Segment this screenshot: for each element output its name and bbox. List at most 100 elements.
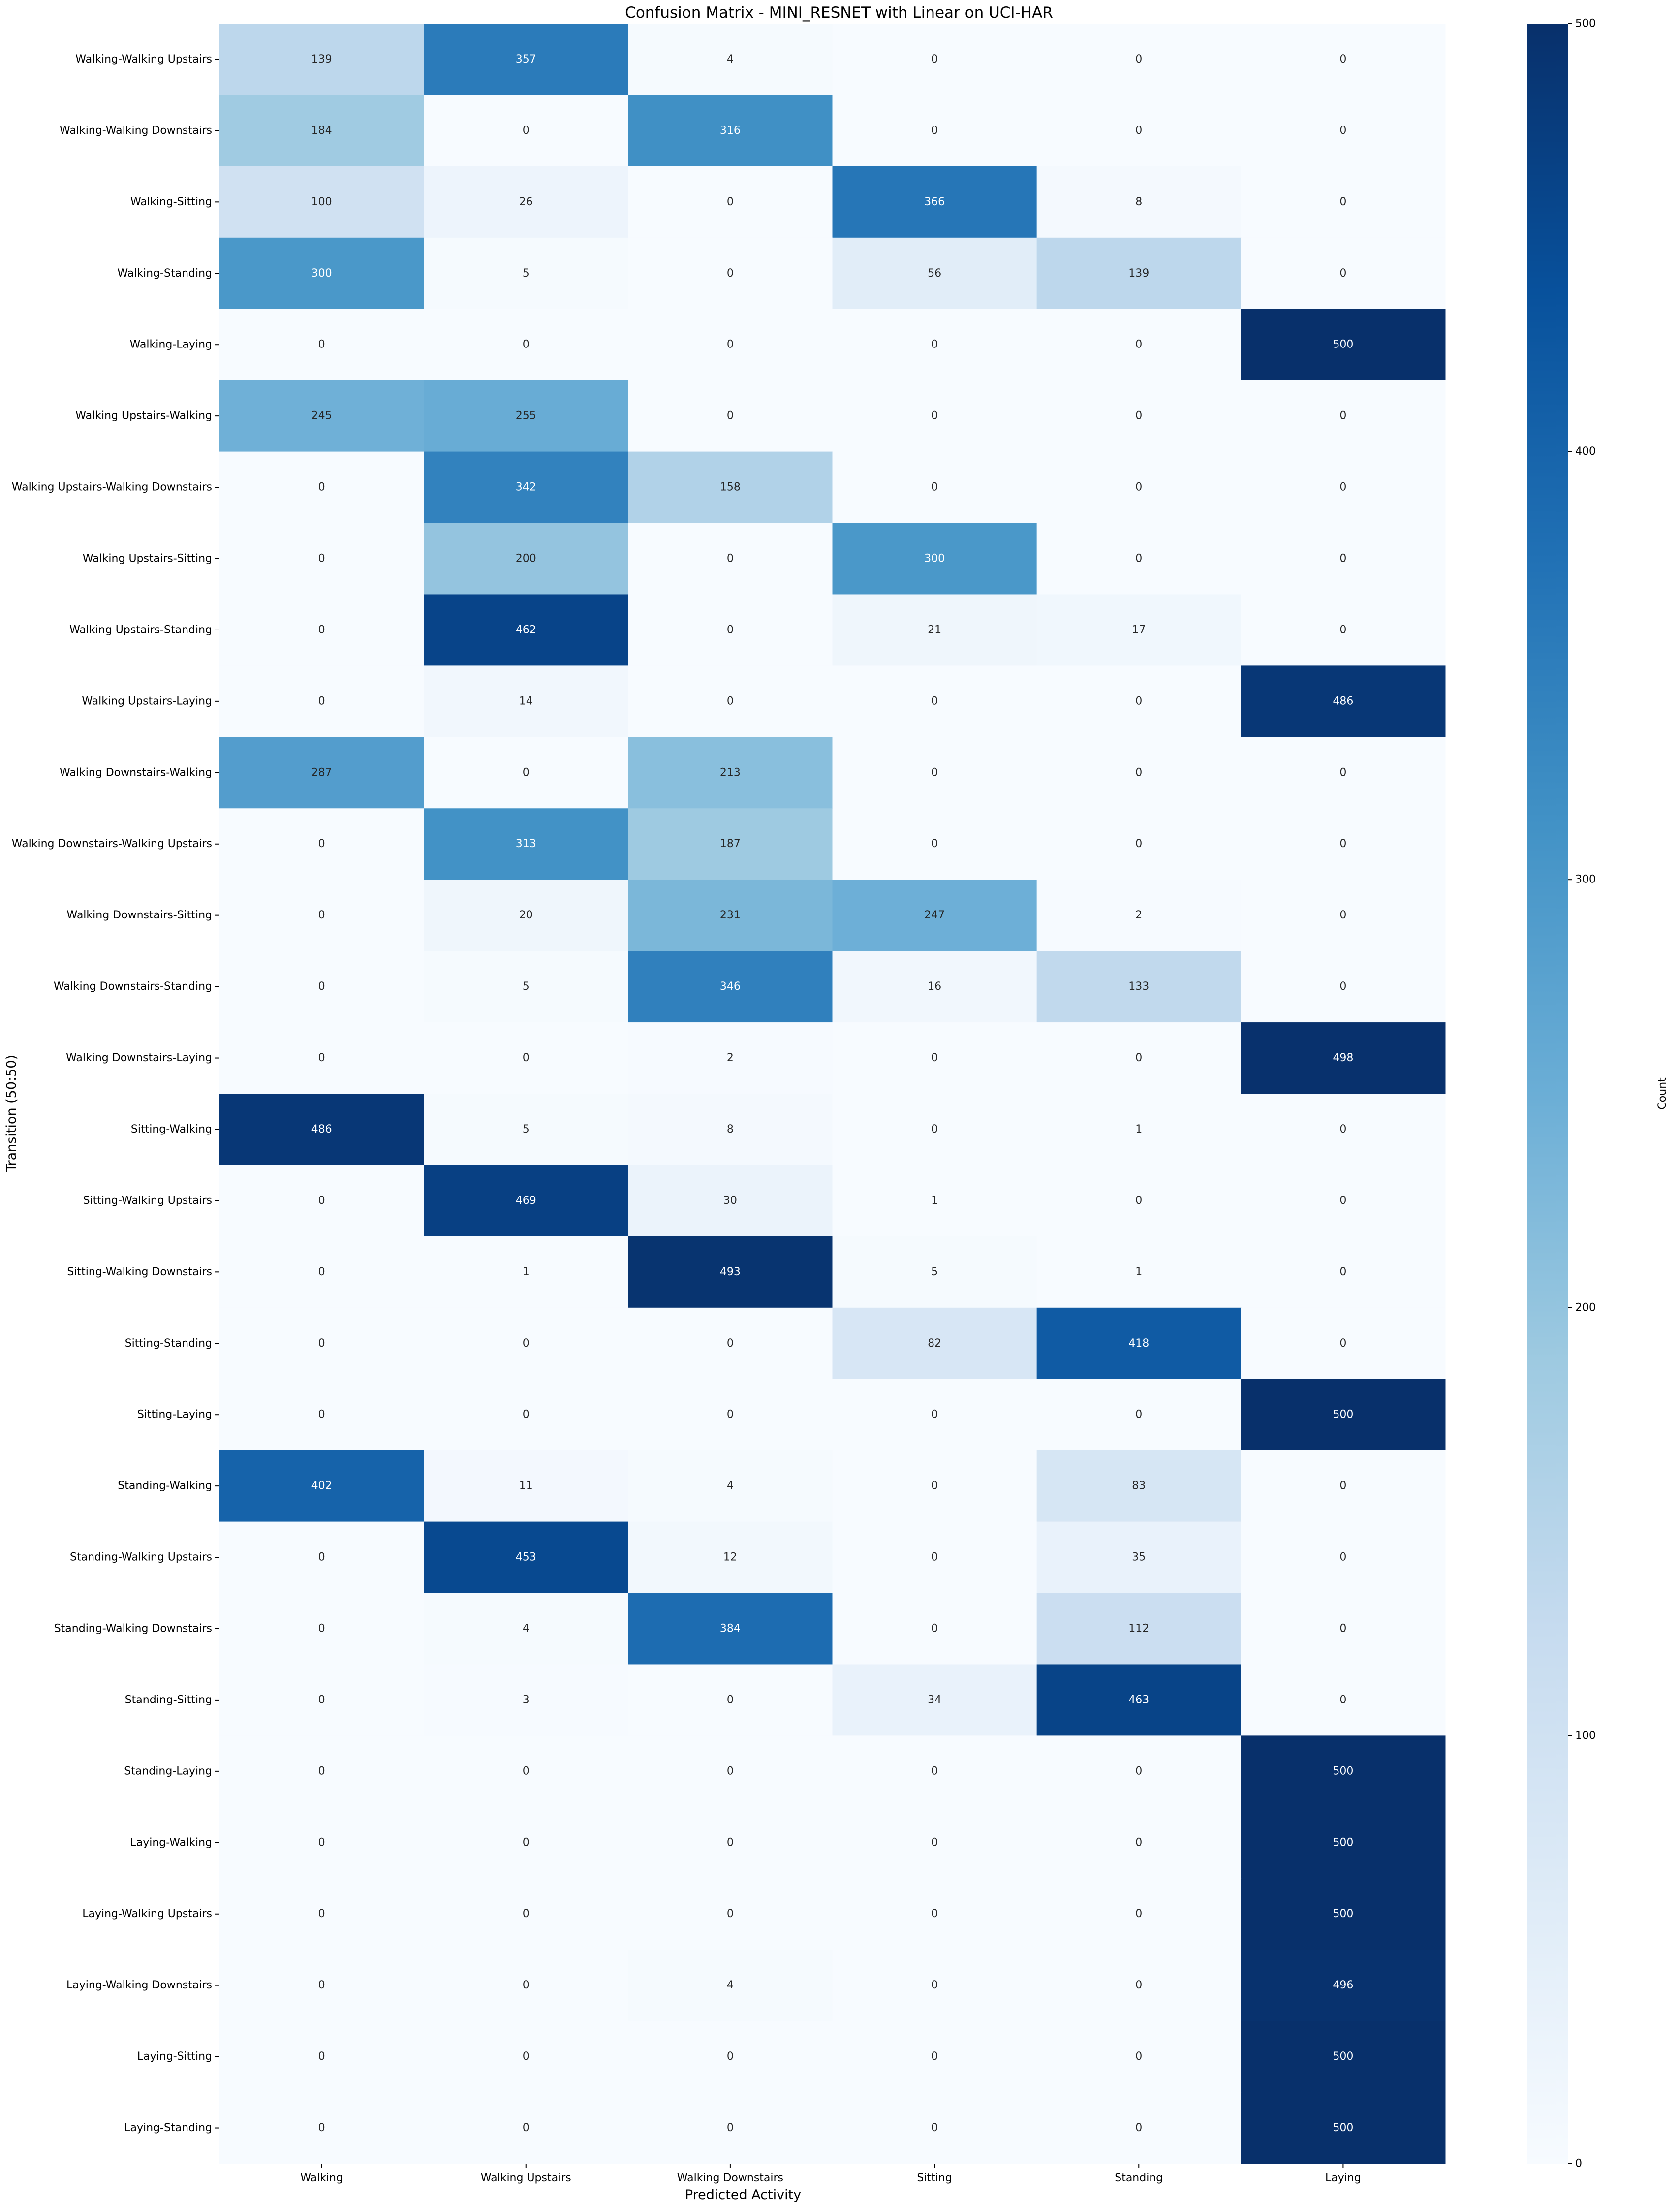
heatmap-cell: [1036, 1735, 1242, 1807]
heatmap-cell: [424, 1521, 628, 1594]
heatmap-cell: [424, 880, 628, 951]
cell-value-label: 112: [1128, 1623, 1149, 1635]
cell-value-label: 0: [931, 1480, 938, 1492]
cell-value-label: 486: [311, 1123, 332, 1135]
heatmap-cell: [1036, 2021, 1242, 2093]
cell-value-label: 0: [1339, 838, 1346, 850]
heatmap-cell: [832, 451, 1037, 524]
heatmap-cell: [628, 1521, 833, 1594]
heatmap-cell: [219, 1022, 424, 1094]
cell-value-label: 0: [318, 553, 325, 565]
heatmap-cell: [628, 380, 833, 452]
cell-value-label: 0: [727, 2050, 734, 2063]
heatmap-cell: [1036, 237, 1242, 310]
y-tick-label-walking-sitting: Walking-Sitting: [130, 196, 212, 208]
heatmap-cell: [628, 880, 833, 951]
cell-value-label: 0: [931, 125, 938, 137]
cell-value-label: 316: [720, 125, 741, 137]
y-axis-label: Transition (50:50): [4, 1055, 19, 1172]
heatmap-cell: [628, 1307, 833, 1380]
cell-value-label: 1: [1135, 1266, 1142, 1278]
x-axis-label: Predicted Activity: [685, 2187, 801, 2203]
heatmap-cell: [1241, 2092, 1446, 2164]
heatmap-cell: [219, 24, 424, 95]
heatmap-cell: [628, 24, 833, 95]
cell-value-label: 0: [318, 1694, 325, 1706]
cell-value-label: 0: [318, 1836, 325, 1849]
cell-value-label: 0: [523, 1409, 529, 1421]
heatmap-cell: [832, 665, 1037, 737]
heatmap-cell: [628, 1878, 833, 1950]
cell-value-label: 0: [1339, 1266, 1346, 1278]
y-tick-label-walking-downstairs-laying: Walking Downstairs-Laying: [66, 1052, 212, 1064]
heatmap-cell: [219, 737, 424, 809]
cell-value-label: 0: [727, 1836, 734, 1849]
x-tick-label-walking-downstairs: Walking Downstairs: [677, 2172, 783, 2184]
cell-value-label: 0: [727, 410, 734, 422]
heatmap-cell: [1036, 1807, 1242, 1879]
heatmap-cell: [628, 951, 833, 1023]
cell-value-label: 21: [928, 624, 941, 636]
heatmap-cell: [1036, 1521, 1242, 1594]
heatmap-cell: [1036, 1950, 1242, 2021]
heatmap-cell: [1036, 1236, 1242, 1308]
heatmap-cells: [219, 24, 1446, 2164]
y-tick-label-laying-walking-upstairs: Laying-Walking Upstairs: [82, 1908, 212, 1920]
colorbar-tick-label: 500: [1575, 18, 1596, 30]
cell-value-label: 139: [311, 53, 332, 65]
cell-value-label: 245: [311, 410, 332, 422]
heatmap-cell: [628, 665, 833, 737]
heatmap-cell: [1241, 380, 1446, 452]
y-tick-label-sitting-standing: Sitting-Standing: [125, 1337, 212, 1350]
cell-value-label: 0: [318, 1623, 325, 1635]
cell-value-label: 500: [1333, 1765, 1353, 1777]
cell-value-label: 0: [931, 53, 938, 65]
cell-value-label: 498: [1333, 1052, 1353, 1064]
heatmap-cell: [1241, 451, 1446, 524]
heatmap-cell: [628, 1950, 833, 2021]
heatmap-cell: [1036, 808, 1242, 880]
cell-value-label: 500: [1333, 1836, 1353, 1849]
heatmap-cell: [1036, 1094, 1242, 1166]
cell-value-label: 418: [1128, 1337, 1149, 1350]
x-tick-label-standing: Standing: [1115, 2172, 1163, 2184]
cell-value-label: 342: [516, 481, 536, 494]
heatmap-cell: [628, 1094, 833, 1166]
heatmap-cell: [832, 1022, 1037, 1094]
cell-value-label: 0: [318, 2122, 325, 2134]
heatmap-cell: [219, 1165, 424, 1237]
heatmap-cell: [424, 665, 628, 737]
cell-value-label: 0: [931, 339, 938, 351]
heatmap-cell: [832, 951, 1037, 1023]
cell-value-label: 0: [1135, 553, 1142, 565]
colorbar: 0 100 200 300 400 500 Count: [1527, 18, 1669, 2170]
cell-value-label: 0: [1339, 624, 1346, 636]
heatmap-cell: [832, 594, 1037, 666]
cell-value-label: 0: [931, 2122, 938, 2134]
heatmap-cell: [1036, 594, 1242, 666]
heatmap-cell: [219, 808, 424, 880]
cell-value-label: 0: [523, 2122, 529, 2134]
heatmap-cell: [832, 1094, 1037, 1166]
heatmap-cell: [1036, 1664, 1242, 1736]
cell-value-label: 34: [928, 1694, 941, 1706]
cell-value-label: 0: [931, 838, 938, 850]
y-tick-label-walking-downstairs-walking: Walking Downstairs-Walking: [60, 766, 212, 779]
cell-value-label: 35: [1132, 1551, 1146, 1564]
heatmap-cell: [424, 1379, 628, 1451]
heatmap-cell: [832, 1593, 1037, 1665]
cell-value-label: 0: [318, 1979, 325, 1991]
y-tick-label-laying-walking: Laying-Walking: [130, 1836, 212, 1849]
heatmap-cell: [1036, 1379, 1242, 1451]
cell-value-label: 158: [720, 481, 741, 494]
heatmap-cell: [832, 1165, 1037, 1237]
cell-value-label: 0: [931, 481, 938, 494]
cell-value-label: 2: [1135, 909, 1142, 921]
cell-value-label: 0: [1135, 125, 1142, 137]
heatmap-cell: [628, 1807, 833, 1879]
heatmap-cell: [1036, 309, 1242, 381]
cell-value-label: 0: [523, 339, 529, 351]
heatmap-cell: [832, 309, 1037, 381]
y-tick-label-walking-upstairs-walking: Walking Upstairs-Walking: [75, 410, 212, 422]
